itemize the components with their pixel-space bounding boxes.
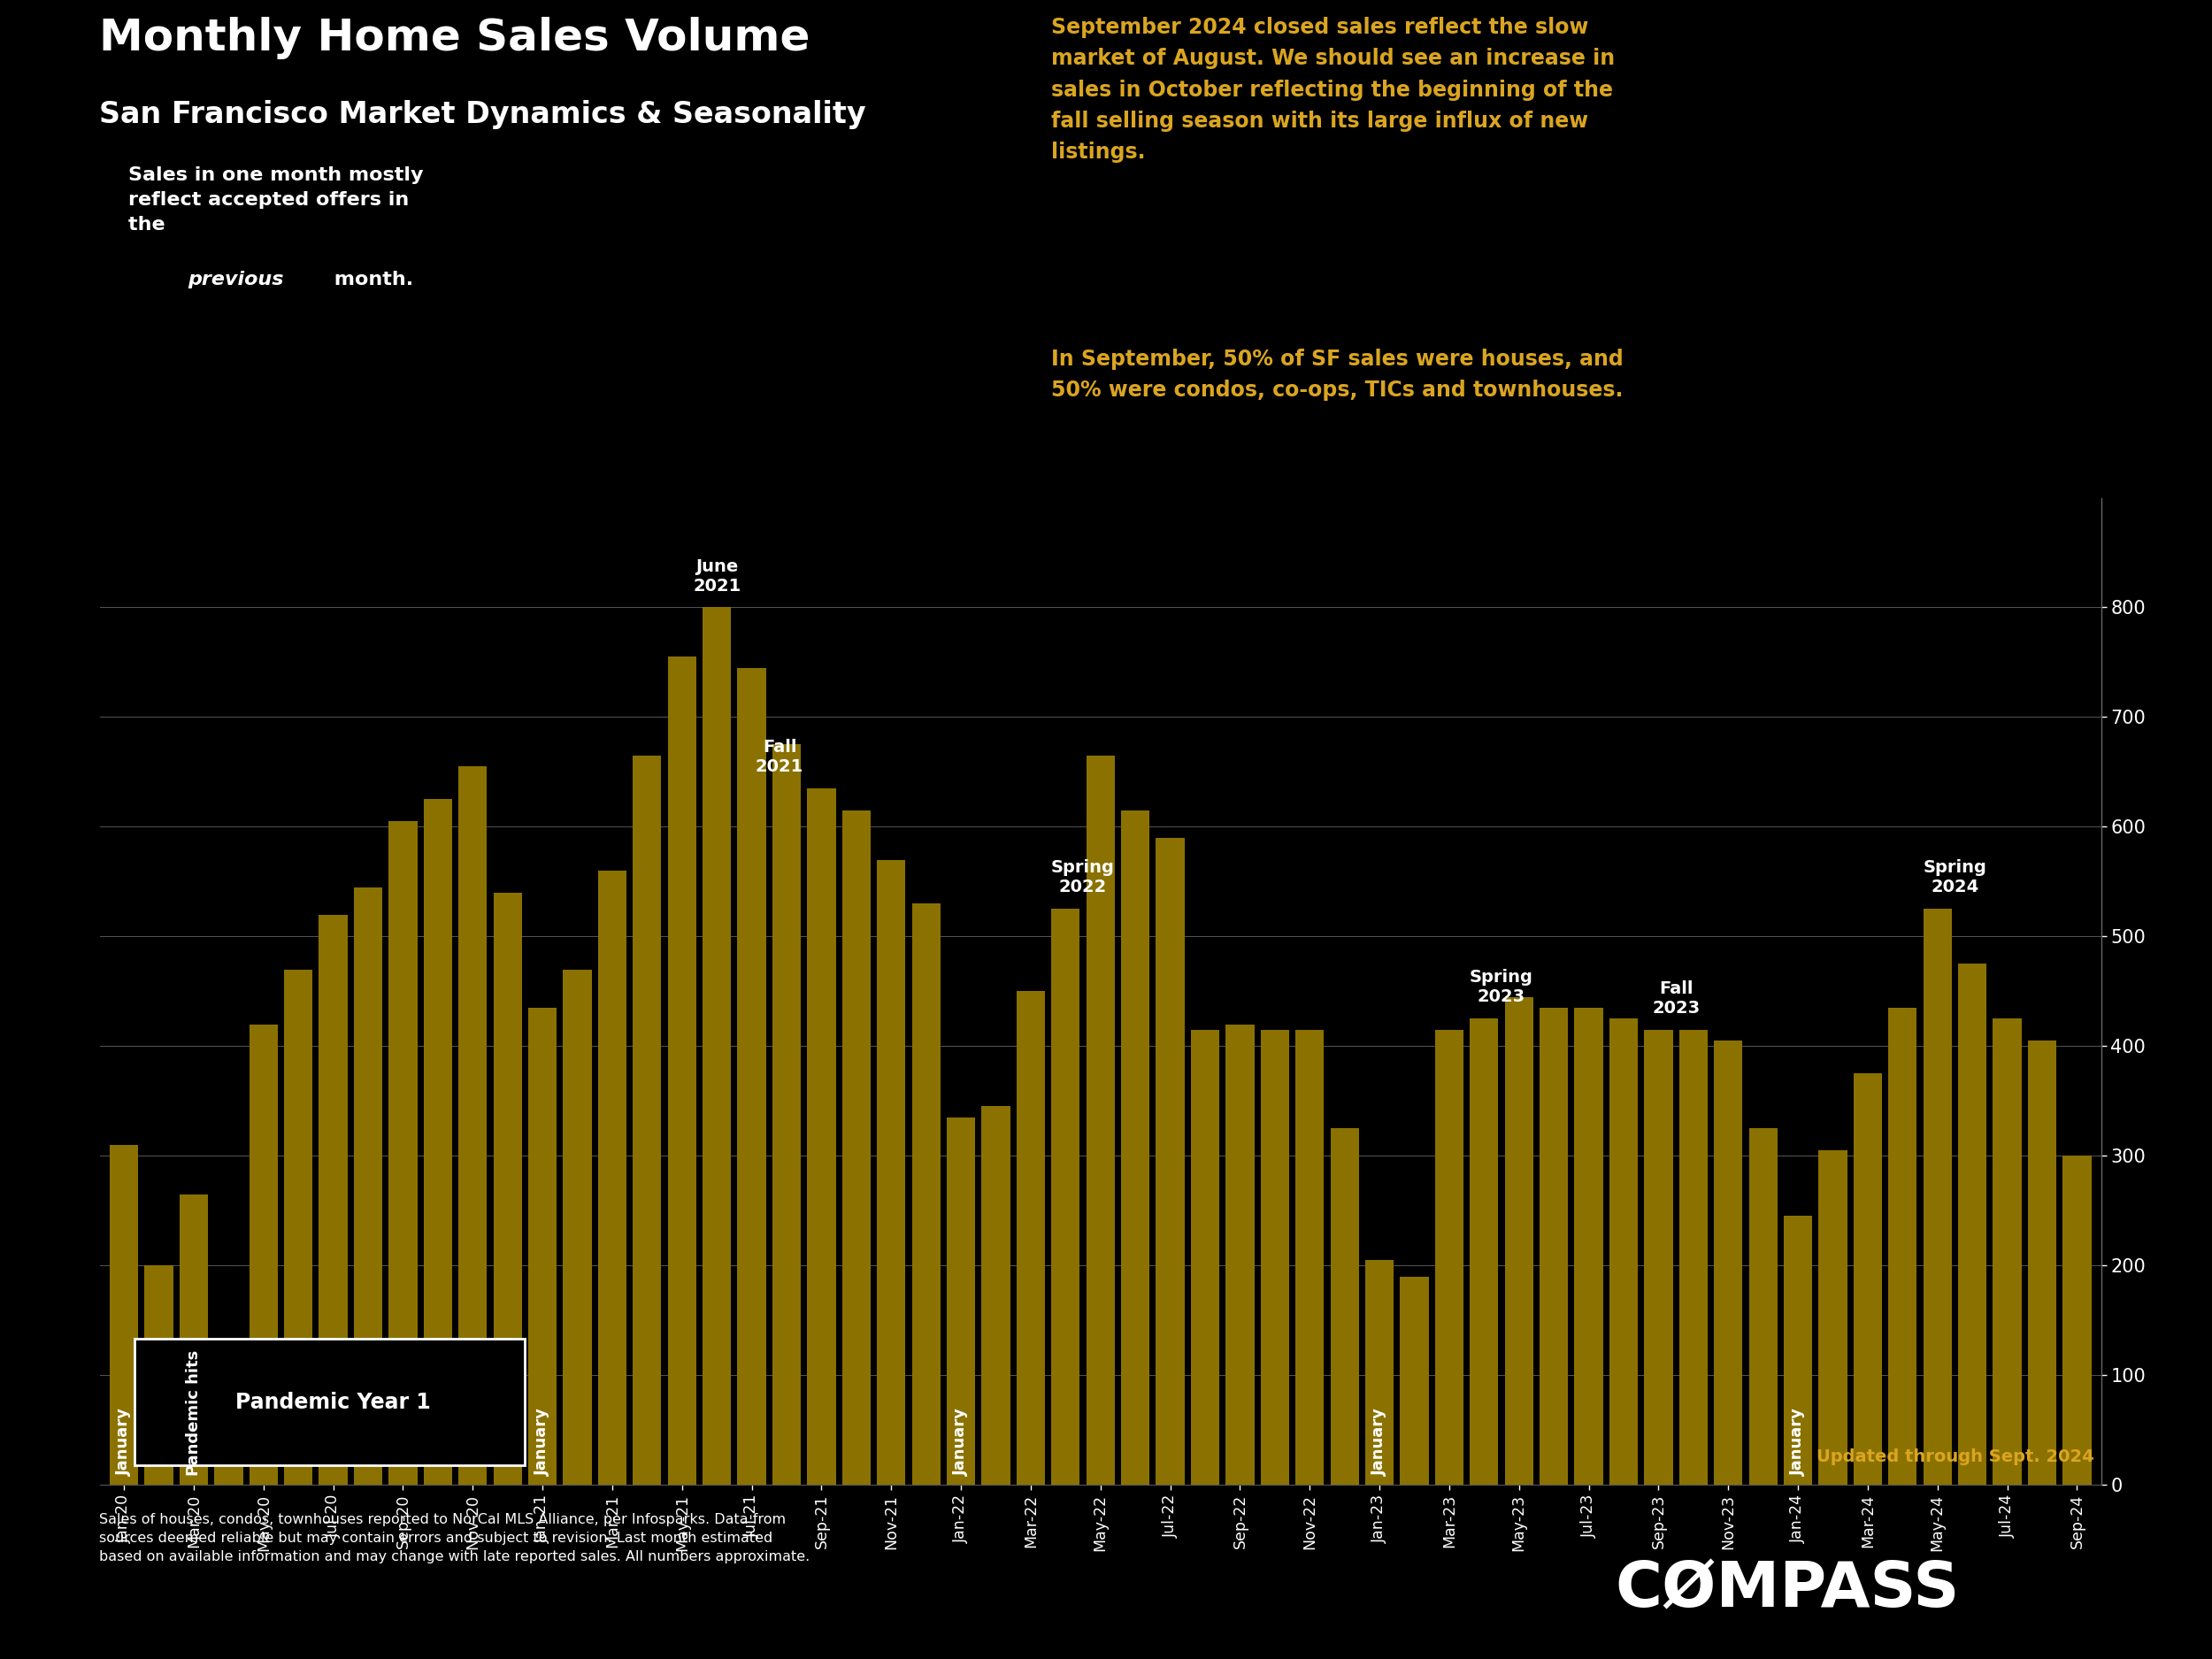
Bar — [250, 1024, 279, 1485]
Text: Pandemic hits: Pandemic hits — [186, 1350, 201, 1477]
Bar — [354, 888, 383, 1485]
Bar — [283, 969, 312, 1485]
Bar — [1644, 1030, 1672, 1485]
Text: January: January — [1790, 1408, 1805, 1477]
Text: Updated through Sept. 2024: Updated through Sept. 2024 — [1816, 1448, 2095, 1465]
Bar — [982, 1107, 1011, 1485]
Bar — [1889, 1007, 1918, 1485]
Bar — [843, 810, 872, 1485]
Bar — [1993, 1019, 2022, 1485]
Bar — [1400, 1276, 1429, 1485]
Text: January: January — [535, 1408, 551, 1477]
Bar — [215, 1342, 243, 1485]
Bar — [876, 859, 905, 1485]
Bar — [807, 788, 836, 1485]
Bar — [1121, 810, 1150, 1485]
Text: June
2021: June 2021 — [692, 557, 741, 594]
Bar — [493, 893, 522, 1485]
Text: In September, 50% of SF sales were houses, and
50% were condos, co-ops, TICs and: In September, 50% of SF sales were house… — [1051, 348, 1624, 401]
Bar — [564, 969, 591, 1485]
Text: January: January — [115, 1408, 133, 1477]
Text: Spring
2023: Spring 2023 — [1469, 969, 1533, 1005]
Bar — [1329, 1128, 1358, 1485]
Bar — [1750, 1128, 1778, 1485]
Text: Fall
2023: Fall 2023 — [1652, 980, 1699, 1017]
Bar — [1365, 1259, 1394, 1485]
Bar — [597, 871, 626, 1485]
Text: January: January — [1371, 1408, 1387, 1477]
Bar — [144, 1266, 173, 1485]
Bar — [179, 1194, 208, 1485]
Bar — [389, 821, 418, 1485]
Bar — [772, 745, 801, 1485]
Bar — [1436, 1030, 1464, 1485]
Bar — [911, 904, 940, 1485]
Bar — [529, 1007, 557, 1485]
Bar — [1086, 755, 1115, 1485]
Text: Spring
2024: Spring 2024 — [1922, 859, 1986, 896]
Bar — [1469, 1019, 1498, 1485]
Bar — [1540, 1007, 1568, 1485]
Bar — [1922, 909, 1951, 1485]
Text: CØMPASS: CØMPASS — [1615, 1559, 1960, 1621]
Bar — [633, 755, 661, 1485]
Text: Pandemic Year 1: Pandemic Year 1 — [234, 1392, 431, 1413]
Text: Spring
2022: Spring 2022 — [1051, 859, 1115, 896]
Text: January: January — [953, 1408, 969, 1477]
Bar — [1783, 1216, 1812, 1485]
Text: Monthly Home Sales Volume: Monthly Home Sales Volume — [100, 17, 810, 60]
Bar — [1051, 909, 1079, 1485]
Bar — [458, 766, 487, 1485]
Bar — [1018, 990, 1044, 1485]
Text: month.: month. — [327, 270, 414, 289]
Bar — [1157, 838, 1183, 1485]
Bar — [1575, 1007, 1604, 1485]
Bar — [1504, 997, 1533, 1485]
Bar — [2062, 1156, 2090, 1485]
Bar — [1610, 1019, 1637, 1485]
Text: Sales of houses, condos, townhouses reported to NorCal MLS Alliance, per Infospa: Sales of houses, condos, townhouses repo… — [100, 1513, 810, 1563]
Bar — [1679, 1030, 1708, 1485]
Bar — [2028, 1040, 2057, 1485]
Text: September 2024 closed sales reflect the slow
market of August. We should see an : September 2024 closed sales reflect the … — [1051, 17, 1615, 163]
Text: Fall
2021: Fall 2021 — [757, 738, 803, 775]
FancyBboxPatch shape — [135, 1339, 524, 1465]
Bar — [1225, 1024, 1254, 1485]
Bar — [1714, 1040, 1743, 1485]
Bar — [947, 1118, 975, 1485]
Bar — [1854, 1073, 1882, 1485]
Bar — [319, 914, 347, 1485]
Bar — [703, 607, 732, 1485]
Bar — [1261, 1030, 1290, 1485]
Bar — [1190, 1030, 1219, 1485]
Bar — [737, 667, 765, 1485]
Bar — [1818, 1150, 1847, 1485]
Text: previous: previous — [188, 270, 283, 289]
Bar — [422, 800, 451, 1485]
Bar — [1958, 964, 1986, 1485]
Bar — [668, 657, 697, 1485]
Text: Sales in one month mostly
reflect accepted offers in
the: Sales in one month mostly reflect accept… — [128, 166, 422, 234]
Text: San Francisco Market Dynamics & Seasonality: San Francisco Market Dynamics & Seasonal… — [100, 100, 867, 129]
Bar — [1296, 1030, 1325, 1485]
Bar — [111, 1145, 139, 1485]
